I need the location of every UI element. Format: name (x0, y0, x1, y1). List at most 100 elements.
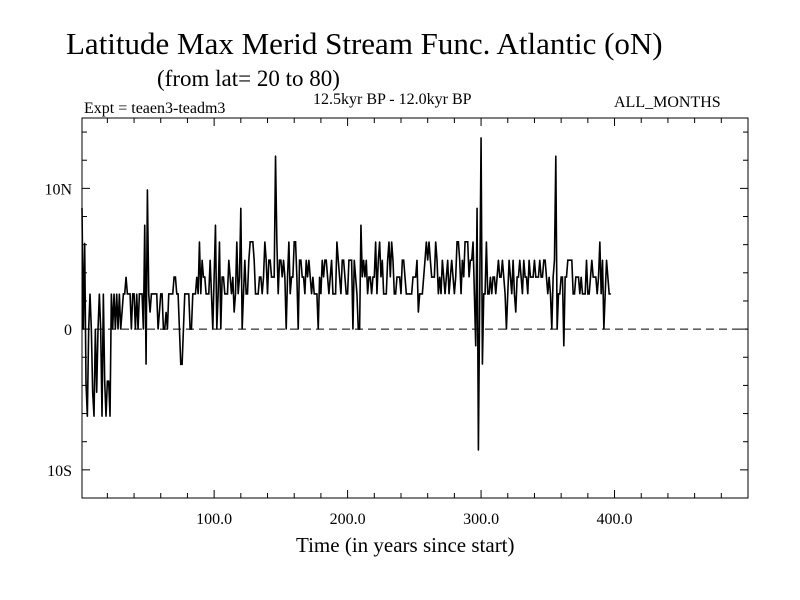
data-point (597, 276, 600, 278)
data-point (348, 259, 350, 261)
data-point (353, 259, 355, 261)
data-point (547, 293, 549, 295)
data-point (120, 328, 122, 330)
data-point (281, 276, 283, 278)
experiment-label: Expt = teaen3-teadm3 (84, 100, 226, 117)
data-point (165, 311, 167, 313)
data-point (222, 276, 225, 278)
data-point (166, 328, 169, 330)
data-point (196, 276, 198, 278)
data-point (396, 276, 398, 278)
data-point (600, 293, 602, 295)
data-point (213, 276, 215, 278)
data-point (537, 276, 540, 278)
data-point (501, 259, 504, 261)
data-point (391, 241, 393, 243)
data-point (559, 293, 561, 295)
data-point (544, 259, 546, 261)
data-point (532, 276, 534, 278)
data-point (156, 293, 158, 295)
data-point (361, 276, 363, 278)
data-point (465, 241, 467, 243)
data-point (154, 293, 157, 295)
data-point (527, 293, 529, 295)
data-point (392, 259, 394, 261)
data-point (262, 276, 265, 278)
data-point (205, 293, 207, 295)
data-point (174, 276, 177, 278)
x-axis-label: Time (in years since start) (296, 533, 515, 557)
data-point (568, 259, 570, 261)
data-point (193, 293, 195, 295)
period-label: 12.5kyr BP - 12.0kyr BP (313, 91, 472, 108)
data-point (182, 328, 185, 330)
data-point (132, 293, 134, 295)
data-point (190, 328, 193, 330)
plot-frame (81, 117, 749, 499)
data-point (217, 293, 219, 295)
data-point (403, 259, 405, 261)
data-point (413, 276, 415, 278)
data-point (194, 293, 197, 295)
data-point (138, 293, 140, 295)
data-point (293, 241, 295, 243)
data-point (529, 276, 532, 278)
data-point (269, 259, 271, 261)
data-point (298, 259, 301, 261)
data-point (533, 259, 536, 261)
data-point (94, 328, 96, 330)
data-point (148, 293, 150, 295)
data-point (201, 259, 203, 261)
data-point (186, 293, 189, 295)
data-point (214, 224, 217, 226)
data-point (492, 276, 494, 278)
data-point (513, 293, 516, 295)
data-point (334, 293, 337, 295)
data-point (280, 259, 282, 261)
data-point (145, 363, 147, 365)
data-point (320, 293, 322, 295)
data-point (248, 259, 250, 261)
series-points (81, 137, 612, 451)
data-point (338, 276, 341, 278)
data-point (229, 276, 231, 278)
data-point (428, 241, 430, 243)
data-point (254, 293, 257, 295)
data-point (297, 328, 299, 330)
data-point (142, 328, 144, 330)
data-point (204, 276, 206, 278)
data-point (86, 415, 88, 417)
data-point (128, 293, 130, 295)
data-point (419, 293, 421, 295)
data-point (489, 276, 492, 278)
data-point (480, 137, 482, 139)
data-point (300, 259, 302, 261)
data-point (200, 293, 202, 295)
data-point (351, 259, 353, 261)
data-point (266, 293, 269, 295)
data-point (367, 293, 369, 295)
data-point (583, 293, 585, 295)
data-point (180, 363, 182, 365)
data-point (385, 293, 387, 295)
data-point (407, 293, 409, 295)
data-point (260, 276, 262, 278)
data-point (324, 259, 326, 261)
data-point (157, 328, 159, 330)
data-point (268, 259, 270, 261)
data-point (452, 276, 454, 278)
data-point (360, 224, 362, 226)
data-point (110, 293, 112, 295)
data-point (109, 415, 111, 417)
data-point (520, 276, 522, 278)
data-point (443, 276, 445, 278)
data-point (312, 276, 314, 278)
data-point (284, 276, 286, 278)
data-point (257, 293, 259, 295)
data-point (468, 276, 470, 278)
data-point (108, 380, 110, 382)
data-point (256, 293, 258, 295)
data-point (340, 293, 342, 295)
axis-ticks (82, 118, 748, 499)
